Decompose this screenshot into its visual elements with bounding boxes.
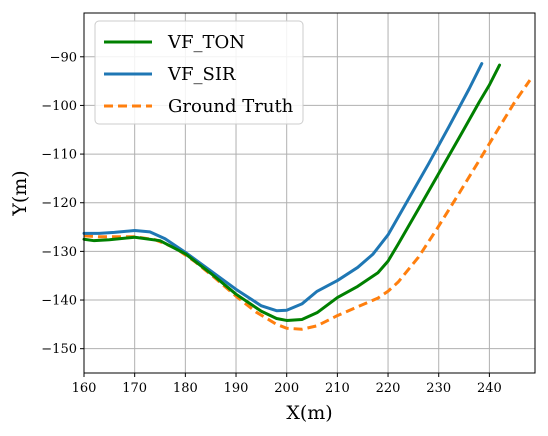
legend-label: Ground Truth [168,96,294,117]
y-tick-label: −140 [41,294,77,309]
x-tick-label: 240 [477,381,502,396]
y-tick-label: −100 [41,99,77,114]
x-tick-label: 210 [325,381,350,396]
y-tick-label: −120 [41,196,77,211]
ticks: 160 170 180 190 200 210 220 230 240 −150 −140 −130 −… [41,50,502,396]
series-line-vf-ton [82,63,502,322]
x-tick-label: 170 [122,381,147,396]
legend-box [94,20,304,125]
plot-frame [83,12,536,374]
grid [83,13,535,373]
y-tick-label: −150 [41,342,77,357]
y-tick-label: −90 [50,50,77,65]
legend: VF_TON VF_SIR Ground Truth [94,20,304,125]
x-tick-label: 180 [173,381,198,396]
x-tick-label: 220 [376,381,401,396]
x-tick-label: 160 [72,381,97,396]
y-axis-label: Y(m) [9,170,31,216]
x-tick-label: 190 [224,381,249,396]
x-tick-label: 200 [274,381,299,396]
legend-label: VF_SIR [167,64,236,85]
x-axis-label: X(m) [286,402,332,424]
series-layer [82,62,532,331]
series-line-vf-sir [82,62,484,313]
x-tick-label: 230 [426,381,451,396]
y-tick-label: −130 [41,245,77,260]
legend-label: VF_TON [167,32,245,53]
y-tick-label: −110 [41,148,77,163]
